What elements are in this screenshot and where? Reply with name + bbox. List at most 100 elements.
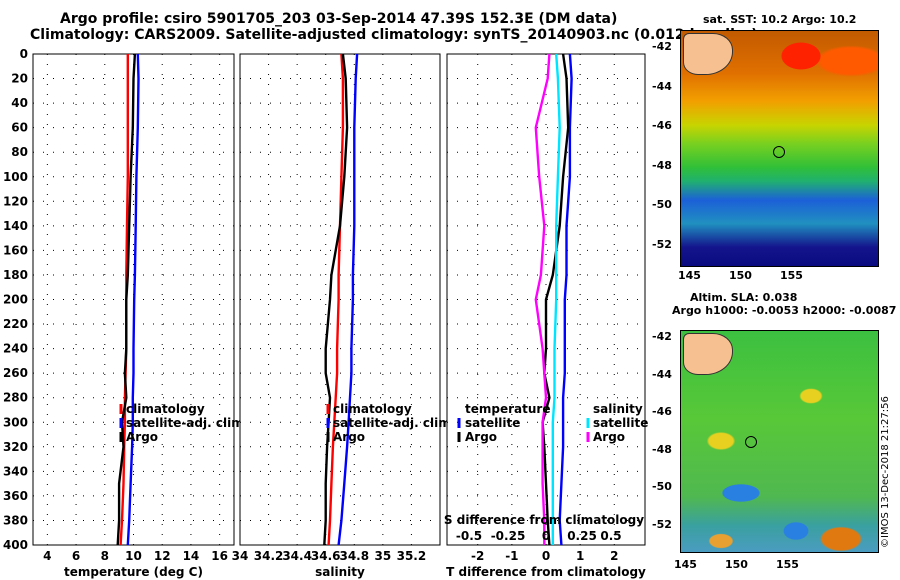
depth-tick-label: 320 bbox=[3, 440, 28, 454]
x-axis-label: T difference from climatology bbox=[446, 565, 646, 579]
sla-map bbox=[680, 330, 879, 553]
legend-label: climatology bbox=[126, 402, 205, 416]
legend-label: Argo bbox=[126, 430, 158, 444]
depth-tick-label: 300 bbox=[3, 415, 28, 429]
legend-label: satellite-adj. clim. bbox=[126, 416, 248, 430]
depth-tick-label: 200 bbox=[3, 293, 28, 307]
series-line-s-satellite bbox=[551, 53, 561, 545]
series-line-t-satellite bbox=[558, 53, 573, 546]
sst-lon-tick-label: 150 bbox=[729, 269, 752, 282]
x-tick-label: 35.2 bbox=[397, 549, 427, 563]
depth-tick-label: 400 bbox=[3, 538, 28, 552]
sla-lon-tick-label: 145 bbox=[674, 558, 697, 571]
x-axis-label: temperature (deg C) bbox=[64, 565, 203, 579]
series-line-argo bbox=[116, 53, 137, 546]
x-tick-label: 34.8 bbox=[339, 549, 369, 563]
x-tick-label: 6 bbox=[72, 549, 80, 563]
depth-tick-label: 380 bbox=[3, 513, 28, 527]
x-tick-label: 1 bbox=[576, 549, 584, 563]
x-tick-label: 34.2 bbox=[254, 549, 284, 563]
sla-lat-tick-label: -50 bbox=[652, 480, 672, 493]
depth-tick-label: 80 bbox=[11, 145, 28, 159]
chart-title: Argo profile: csiro 5901705_203 03-Sep-2… bbox=[60, 11, 618, 27]
depth-tick-label: 20 bbox=[11, 72, 28, 86]
depth-tick-label: 60 bbox=[11, 121, 28, 135]
legend-label: Argo bbox=[593, 430, 625, 444]
depth-tick-label: 240 bbox=[3, 342, 28, 356]
legend-label: satellite bbox=[593, 416, 648, 430]
sla-map-title: Altim. SLA: 0.038 bbox=[690, 291, 798, 304]
tasmania-land bbox=[683, 33, 733, 75]
legend-label: Argo bbox=[333, 430, 365, 444]
depth-tick-label: 220 bbox=[3, 317, 28, 331]
top-x-tick-label: -0.5 bbox=[456, 529, 482, 543]
depth-tick-label: 40 bbox=[11, 96, 28, 110]
x-tick-label: 4 bbox=[43, 549, 51, 563]
sst-lat-tick-label: -44 bbox=[652, 79, 672, 93]
chart-subtitle: Climatology: CARS2009. Satellite-adjuste… bbox=[30, 27, 758, 43]
depth-tick-label: 140 bbox=[3, 219, 28, 233]
depth-tick-label: 340 bbox=[3, 464, 28, 478]
legend-label: Argo bbox=[465, 430, 497, 444]
x-tick-label: 10 bbox=[125, 549, 142, 563]
series-line-t-argo bbox=[541, 53, 570, 546]
depth-tick-label: 180 bbox=[3, 268, 28, 282]
legend-label: satellite-adj. clim. bbox=[333, 416, 455, 430]
x-tick-label: 14 bbox=[183, 549, 200, 563]
x-tick-label: -1 bbox=[505, 549, 518, 563]
imos-timestamp: ©IMOS 13-Dec-2018 21:27:56 bbox=[880, 396, 891, 548]
top-x-tick-label: 0.25 bbox=[567, 529, 597, 543]
sst-lat-tick-label: -42 bbox=[652, 40, 672, 53]
series-line-satellite-adj--clim- bbox=[337, 53, 359, 546]
x-tick-label: 0 bbox=[542, 549, 550, 563]
top-x-axis-label: S difference from climatology bbox=[444, 513, 644, 527]
sla-lat-tick-label: -48 bbox=[652, 442, 672, 456]
x-tick-label: 34.6 bbox=[311, 549, 341, 563]
x-tick-label: 16 bbox=[211, 549, 228, 563]
depth-tick-label: 360 bbox=[3, 489, 28, 503]
sst-map bbox=[680, 30, 879, 267]
sla-lat-tick-label: -52 bbox=[652, 517, 672, 531]
x-tick-label: 35 bbox=[375, 549, 392, 563]
sst-lat-tick-label: -46 bbox=[652, 119, 672, 132]
depth-tick-label: 160 bbox=[3, 243, 28, 257]
sla-map-subtitle: Argo h1000: -0.0053 h2000: -0.0087 bbox=[672, 304, 897, 317]
sst-lon-tick-label: 155 bbox=[780, 269, 803, 282]
sla-lon-tick-label: 150 bbox=[725, 558, 748, 571]
sst-lat-tick-label: -52 bbox=[652, 237, 672, 251]
argo-location-marker bbox=[773, 146, 785, 158]
top-x-tick-label: 0 bbox=[542, 529, 550, 543]
depth-tick-label: 260 bbox=[3, 366, 28, 380]
top-x-tick-label: -0.25 bbox=[491, 529, 526, 543]
x-tick-label: -2 bbox=[471, 549, 484, 563]
legend-label: climatology bbox=[333, 402, 412, 416]
x-tick-label: 2 bbox=[610, 549, 618, 563]
depth-tick-label: 120 bbox=[3, 194, 28, 208]
top-x-tick-label: 0.5 bbox=[600, 529, 621, 543]
x-tick-label: 8 bbox=[101, 549, 109, 563]
depth-tick-label: 280 bbox=[3, 391, 28, 405]
x-axis-label: salinity bbox=[315, 565, 365, 579]
argo-location-marker bbox=[745, 436, 757, 448]
sst-map-title: sat. SST: 10.2 Argo: 10.2 bbox=[703, 13, 857, 26]
sla-lat-tick-label: -44 bbox=[652, 367, 672, 381]
x-tick-label: 34 bbox=[232, 549, 249, 563]
series-line-s-argo bbox=[534, 53, 551, 545]
depth-tick-label: 100 bbox=[3, 170, 28, 184]
series-line-argo bbox=[323, 53, 349, 546]
sst-lat-tick-label: -48 bbox=[652, 158, 672, 172]
sst-lat-tick-label: -50 bbox=[652, 198, 672, 211]
legend-label: salinity bbox=[593, 402, 643, 416]
legend-label: temperature bbox=[465, 402, 550, 416]
tasmania-land bbox=[683, 333, 733, 375]
depth-tick-label: 0 bbox=[20, 47, 28, 61]
sla-lat-tick-label: -46 bbox=[652, 405, 672, 418]
sst-lon-tick-label: 145 bbox=[678, 269, 701, 282]
sla-lon-tick-label: 155 bbox=[776, 558, 799, 571]
series-line-climatology bbox=[327, 53, 345, 546]
legend-label: satellite bbox=[465, 416, 520, 430]
sla-lat-tick-label: -42 bbox=[652, 330, 672, 343]
series-line-satellite-adj--clim- bbox=[126, 53, 140, 546]
x-tick-label: 34.4 bbox=[282, 549, 312, 563]
